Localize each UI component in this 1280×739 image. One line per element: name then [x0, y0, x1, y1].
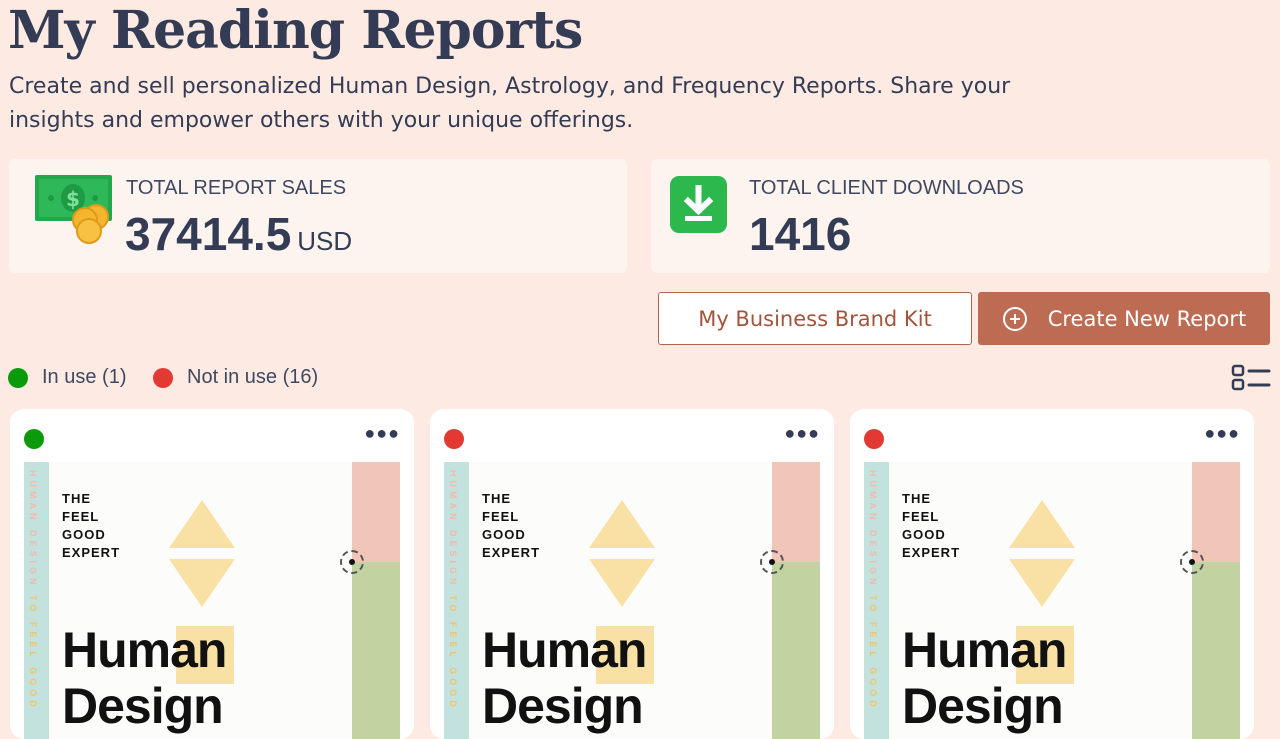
- cover-square: [1016, 626, 1074, 684]
- more-options-icon[interactable]: ●●●: [1204, 423, 1240, 443]
- money-coins-icon: $: [35, 175, 112, 244]
- total-sales-card: $ TOTAL REPORT SALES 37414.5 USD: [9, 159, 627, 273]
- cover-side-text-a: HUMAN DESIGN: [448, 470, 458, 589]
- report-cover-image[interactable]: HUMAN DESIGN TO FEEL GOOD THE FEEL GOOD …: [444, 462, 820, 739]
- cover-tagline: THE FEEL GOOD EXPERT: [482, 491, 541, 560]
- red-dot-icon: [153, 367, 173, 388]
- cover-tagline: THE FEEL GOOD EXPERT: [62, 491, 121, 560]
- legend-in-use[interactable]: In use (1): [8, 366, 126, 389]
- svg-text:$: $: [66, 187, 80, 211]
- green-dot-icon: [8, 367, 28, 388]
- more-options-icon[interactable]: ●●●: [784, 423, 820, 443]
- sales-amount: 37414.5: [125, 208, 292, 260]
- cover-square: [596, 626, 654, 684]
- cover-side-text-b: TO FEEL GOOD: [448, 595, 458, 711]
- report-card[interactable]: ●●● HUMAN DESIGN TO FEEL GOOD THE FEEL G…: [10, 409, 414, 739]
- cover-title: Human Design: [902, 622, 1067, 734]
- cover-side-text-a: HUMAN DESIGN: [868, 470, 878, 589]
- report-cover-image[interactable]: HUMAN DESIGN TO FEEL GOOD THE FEEL GOOD …: [864, 462, 1240, 739]
- cover-target-icon: [340, 550, 364, 574]
- cover-triangle-down: [1009, 559, 1075, 607]
- sales-currency: USD: [297, 226, 353, 256]
- cover-square: [176, 626, 234, 684]
- cover-title: Human Design: [62, 622, 227, 734]
- not-in-use-label: Not in use (16): [187, 366, 319, 388]
- status-dot-icon: [24, 429, 44, 449]
- page-title: My Reading Reports: [8, 0, 583, 61]
- brand-kit-button[interactable]: My Business Brand Kit: [658, 292, 972, 345]
- status-dot-icon: [864, 429, 884, 449]
- cover-side-text-b: TO FEEL GOOD: [868, 595, 878, 711]
- create-report-label: Create New Report: [1047, 306, 1247, 331]
- list-view-icon[interactable]: [1231, 364, 1271, 392]
- total-downloads-label: TOTAL CLIENT DOWNLOADS: [749, 177, 1024, 199]
- cover-triangle-up: [169, 500, 235, 548]
- download-icon: [670, 176, 727, 233]
- in-use-label: In use (1): [42, 366, 127, 388]
- cover-target-icon: [760, 550, 784, 574]
- total-sales-value: 37414.5 USD: [125, 207, 352, 261]
- cover-triangle-down: [589, 559, 655, 607]
- cover-side-text-b: TO FEEL GOOD: [28, 595, 38, 711]
- status-dot-icon: [444, 429, 464, 449]
- cover-triangle-up: [589, 500, 655, 548]
- cover-target-icon: [1180, 550, 1204, 574]
- cover-green-block: [772, 562, 820, 739]
- plus-circle-icon: [1002, 306, 1027, 331]
- total-downloads-card: TOTAL CLIENT DOWNLOADS 1416: [651, 159, 1270, 273]
- cover-green-block: [352, 562, 400, 739]
- cover-title: Human Design: [482, 622, 647, 734]
- total-downloads-value: 1416: [749, 208, 852, 260]
- cover-triangle-up: [1009, 500, 1075, 548]
- legend-not-in-use[interactable]: Not in use (16): [153, 366, 318, 389]
- cover-pink-block: [772, 462, 820, 562]
- cover-side-text-a: HUMAN DESIGN: [28, 470, 38, 589]
- page-subtitle: Create and sell personalized Human Desig…: [9, 74, 1011, 133]
- total-sales-label: TOTAL REPORT SALES: [126, 177, 347, 199]
- cover-side-strip: HUMAN DESIGN TO FEEL GOOD: [444, 462, 469, 739]
- cover-side-strip: HUMAN DESIGN TO FEEL GOOD: [864, 462, 889, 739]
- cover-side-strip: HUMAN DESIGN TO FEEL GOOD: [24, 462, 49, 739]
- cover-pink-block: [1192, 462, 1240, 562]
- report-card[interactable]: ●●● HUMAN DESIGN TO FEEL GOOD THE FEEL G…: [850, 409, 1254, 739]
- create-report-button[interactable]: Create New Report: [978, 292, 1270, 345]
- more-options-icon[interactable]: ●●●: [364, 423, 400, 443]
- cover-pink-block: [352, 462, 400, 562]
- report-card[interactable]: ●●● HUMAN DESIGN TO FEEL GOOD THE FEEL G…: [430, 409, 834, 739]
- cover-tagline: THE FEEL GOOD EXPERT: [902, 491, 961, 560]
- cover-triangle-down: [169, 559, 235, 607]
- cover-green-block: [1192, 562, 1240, 739]
- report-cover-image[interactable]: HUMAN DESIGN TO FEEL GOOD THE FEEL GOOD …: [24, 462, 400, 739]
